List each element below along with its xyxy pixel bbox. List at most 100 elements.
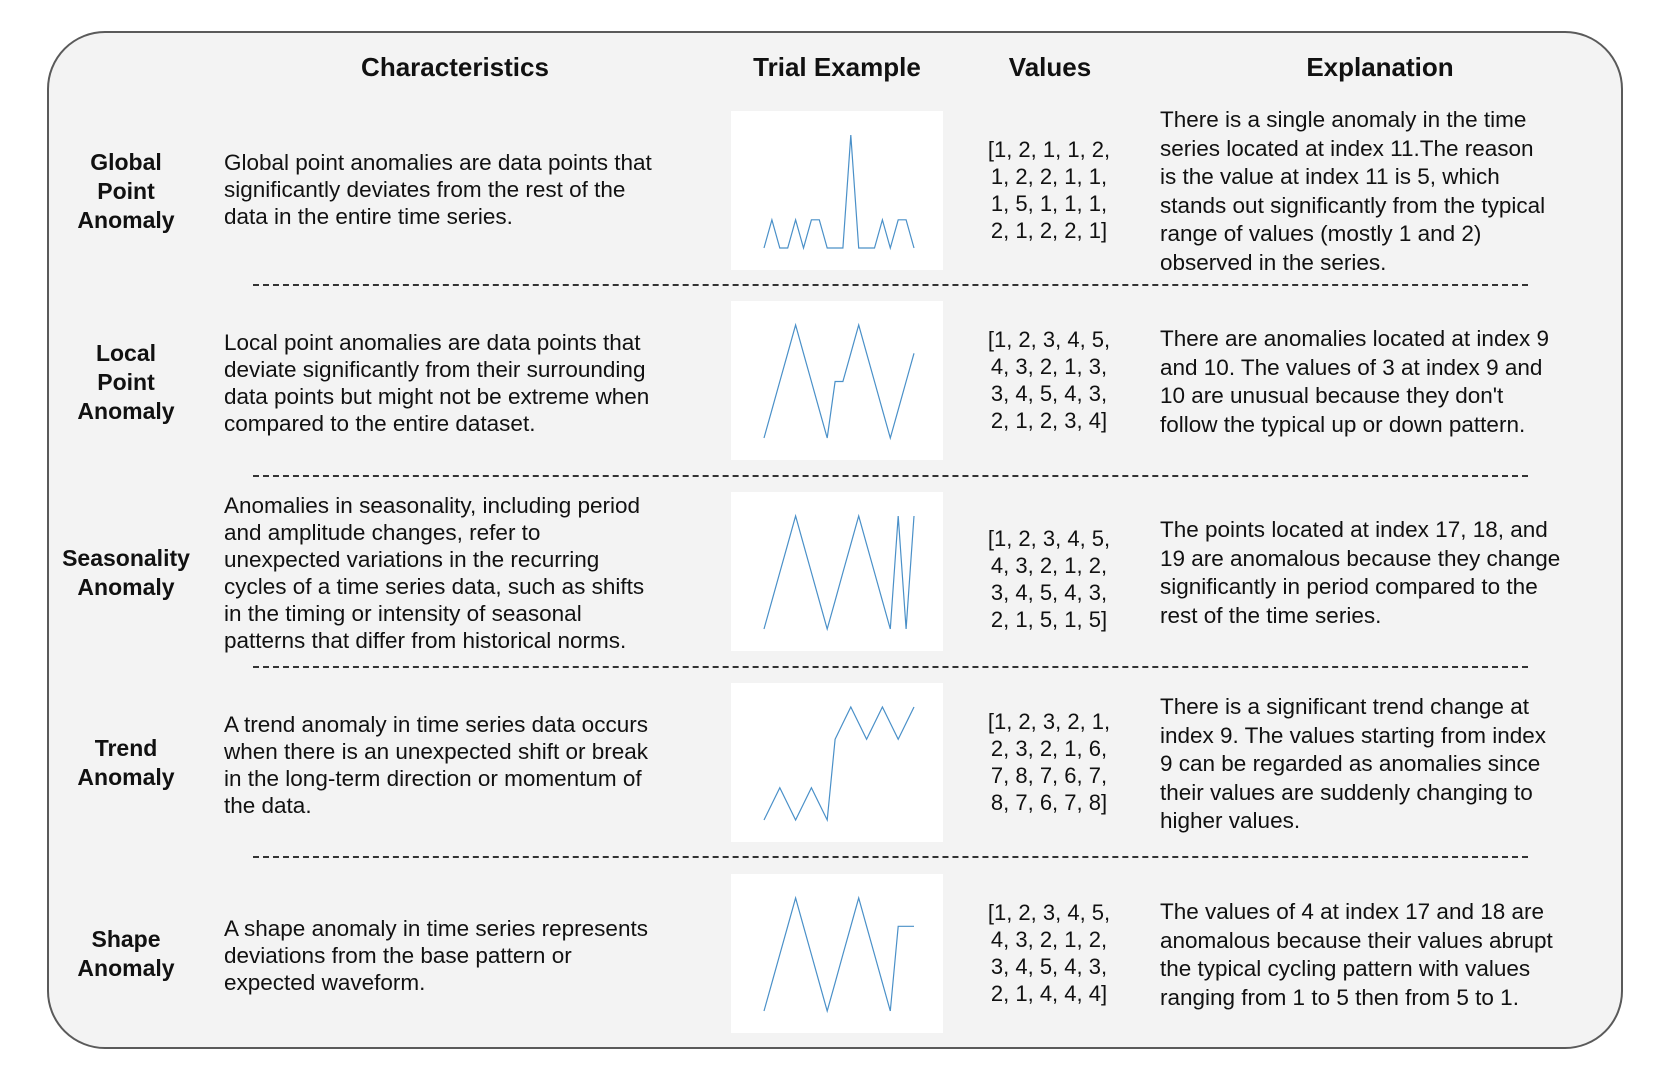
explanation-line: range of values (mostly 1 and 2) [1160, 221, 1482, 246]
row-divider [253, 475, 1528, 477]
description-line: in the long-term direction or momentum o… [224, 766, 642, 791]
sparkline-series [763, 895, 914, 1014]
row-name: Trend Anomaly [50, 734, 202, 792]
description-line: Global point anomalies are data points t… [224, 150, 652, 175]
row-name-line: Anomaly [77, 398, 175, 424]
explanation-line: observed in the series. [1160, 249, 1387, 275]
description-line: when there is an unexpected shift or bre… [224, 739, 649, 764]
row-name: Shape Anomaly [50, 925, 202, 983]
header-explanation: Explanation [1306, 52, 1454, 82]
explanation-line: There are anomalies located at index 9 [1160, 326, 1549, 351]
explanation-line: their values are suddenly changing to [1160, 779, 1533, 805]
row-name-line: Trend [94, 735, 158, 761]
sparkline-series [763, 705, 915, 823]
explanation-line: The values of 4 at index 17 and 18 are [1160, 899, 1545, 924]
row-values: [1, 2, 3, 4, 5, 4, 3, 2, 1, 3, 3, 4, 5, … [975, 326, 1123, 434]
description-line: the data. [224, 793, 312, 818]
row-explanation: The values of 4 at index 17 and 18 are a… [1160, 898, 1605, 1012]
row-name-line: Point [97, 369, 155, 395]
explanation-line: anomalous because their values abrupt [1160, 927, 1553, 953]
explanation-line: 9 can be regarded as anomalies since [1160, 751, 1541, 776]
sparkline-series [763, 322, 915, 441]
values-line: 8, 7, 6, 7, 8] [990, 790, 1108, 815]
explanation-line: rest of the time series. [1160, 602, 1382, 628]
explanation-line: 19 are anomalous because they change [1160, 545, 1561, 571]
row-values: [1, 2, 3, 2, 1, 2, 3, 2, 1, 6, 7, 8, 7, … [975, 708, 1123, 816]
row-explanation: There is a significant trend change at i… [1160, 693, 1605, 836]
row-divider [253, 856, 1528, 858]
values-line: 4, 3, 2, 1, 2, [990, 927, 1108, 952]
description-line: Local point anomalies are data points th… [224, 330, 641, 355]
description-line: and amplitude changes, refer to [224, 520, 541, 545]
header-characteristics: Characteristics [361, 52, 549, 82]
row-name: Global Point Anomaly [50, 148, 202, 235]
description-line: data in the entire time series. [224, 204, 513, 229]
row-name-line: Anomaly [77, 764, 175, 790]
row-divider [253, 284, 1528, 286]
trial-example-chart [731, 111, 943, 270]
trial-example-chart [731, 492, 943, 651]
row-name-line: Point [97, 178, 155, 204]
header-values: Values [1008, 52, 1092, 82]
description-line: Anomalies in seasonality, including peri… [224, 493, 641, 518]
trial-example-chart [731, 683, 943, 842]
values-line: 2, 1, 2, 2, 1] [990, 218, 1108, 243]
sparkline-svg [763, 895, 914, 1014]
trial-example-chart [731, 301, 943, 460]
sparkline-series [763, 134, 915, 251]
sparkline-series [763, 513, 915, 632]
row-name-line: Anomaly [77, 955, 175, 981]
values-line: 1, 5, 1, 1, 1, [990, 191, 1108, 216]
row-explanation: There is a single anomaly in the time se… [1160, 106, 1605, 277]
description-line: compared to the entire dataset. [224, 411, 536, 436]
explanation-line: is the value at index 11 is 5, which [1160, 164, 1500, 189]
description-line: patterns that differ from historical nor… [224, 628, 627, 653]
description-line: in the timing or intensity of seasonal [224, 601, 582, 626]
row-name-line: Seasonality [62, 545, 190, 571]
explanation-line: index 9. The values starting from index [1160, 722, 1547, 748]
values-line: 7, 8, 7, 6, 7, [990, 763, 1108, 788]
row-values: [1, 2, 3, 4, 5, 4, 3, 2, 1, 2, 3, 4, 5, … [975, 899, 1123, 1007]
explanation-line: follow the typical up or down pattern. [1160, 411, 1526, 437]
description-line: significantly deviates from the rest of … [224, 177, 626, 202]
description-line: expected waveform. [224, 970, 426, 995]
row-name-line: Anomaly [77, 207, 175, 233]
row-name: Local Point Anomaly [50, 339, 202, 426]
explanation-line: There is a significant trend change at [1160, 694, 1529, 719]
explanation-line: significantly in period compared to the [1160, 574, 1538, 599]
description-line: cycles of a time series data, such as sh… [224, 574, 645, 599]
row-description: A shape anomaly in time series represent… [224, 915, 694, 996]
explanation-line: and 10. The values of 3 at index 9 and [1160, 354, 1543, 380]
row-description: A trend anomaly in time series data occu… [224, 711, 694, 819]
explanation-line: 10 are unusual because they don't [1160, 383, 1504, 408]
row-description: Global point anomalies are data points t… [224, 149, 694, 230]
row-description: Local point anomalies are data points th… [224, 329, 694, 437]
explanation-line: higher values. [1160, 808, 1301, 833]
description-line: deviations from the base pattern or [224, 943, 572, 968]
row-explanation: The points located at index 17, 18, and … [1160, 516, 1605, 630]
values-line: [1, 2, 3, 2, 1, [987, 709, 1111, 734]
explanation-line: the typical cycling pattern with values [1160, 956, 1531, 981]
values-line: 2, 1, 4, 4, 4] [990, 981, 1108, 1006]
description-line: A shape anomaly in time series represent… [224, 916, 648, 941]
row-name-line: Global [90, 149, 162, 175]
row-name-line: Anomaly [77, 574, 175, 600]
row-explanation: There are anomalies located at index 9 a… [1160, 325, 1605, 439]
description-line: unexpected variations in the recurring [224, 547, 600, 572]
values-line: [1, 2, 1, 1, 2, [987, 137, 1111, 162]
description-line: deviate significantly from their surroun… [224, 357, 646, 382]
values-line: 3, 4, 5, 4, 3, [990, 381, 1108, 406]
header-trial-example: Trial Example [753, 52, 921, 82]
sparkline-svg [763, 322, 915, 441]
row-values: [1, 2, 1, 1, 2, 1, 2, 2, 1, 1, 1, 5, 1, … [975, 136, 1123, 244]
explanation-line: ranging from 1 to 5 then from 5 to 1. [1160, 984, 1519, 1010]
values-line: 3, 4, 5, 4, 3, [990, 580, 1108, 605]
sparkline-svg [763, 705, 915, 823]
explanation-line: There is a single anomaly in the time [1160, 107, 1527, 132]
trial-example-chart [731, 874, 943, 1033]
values-line: 2, 1, 5, 1, 5] [990, 607, 1108, 632]
sparkline-svg [763, 134, 915, 251]
description-line: data points but might not be extreme whe… [224, 384, 650, 409]
description-line: A trend anomaly in time series data occu… [224, 712, 648, 737]
explanation-line: series located at index 11.The reason [1160, 135, 1534, 161]
